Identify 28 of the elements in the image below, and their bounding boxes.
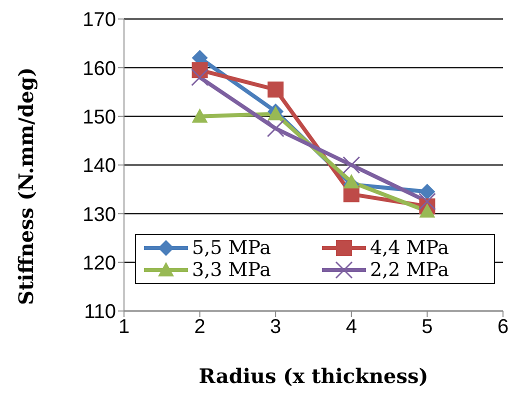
point <box>419 184 436 200</box>
x-tick-label: 1 <box>118 316 130 338</box>
point <box>192 108 208 123</box>
x-tick-label: 5 <box>422 316 433 338</box>
point <box>343 174 360 188</box>
point <box>418 192 436 210</box>
x-tick-label: 6 <box>497 316 509 338</box>
y-axis-title: Stiffness (N.mm/deg) <box>14 67 38 305</box>
y-tick-label: 120 <box>82 252 116 274</box>
x-tick-label: 2 <box>194 316 206 338</box>
y-tick-label: 130 <box>82 204 116 226</box>
legend-label: 4,4 MPa <box>370 237 449 259</box>
point <box>191 68 209 86</box>
y-tick-label: 140 <box>82 155 116 178</box>
legend-label: 2,2 MPa <box>370 259 449 281</box>
y-tick-label: 150 <box>82 106 116 128</box>
x-tick-label: 4 <box>346 316 357 338</box>
legend-label: 3,3 MPa <box>192 259 271 281</box>
y-tick-label: 170 <box>82 9 116 32</box>
point <box>268 82 284 98</box>
y-tick-label: 110 <box>84 301 116 324</box>
legend-label: 5,5 MPa <box>192 237 271 259</box>
x-tick-label: 3 <box>270 316 282 338</box>
point <box>266 120 284 138</box>
x-axis-title: Radius (x thickness) <box>198 364 428 388</box>
point <box>342 156 360 174</box>
y-tick-label: 160 <box>82 58 116 80</box>
point <box>419 203 436 218</box>
